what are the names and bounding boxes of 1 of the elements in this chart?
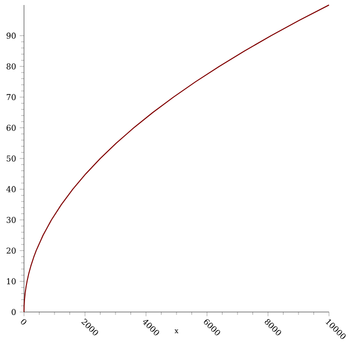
line-series xyxy=(24,4,330,312)
